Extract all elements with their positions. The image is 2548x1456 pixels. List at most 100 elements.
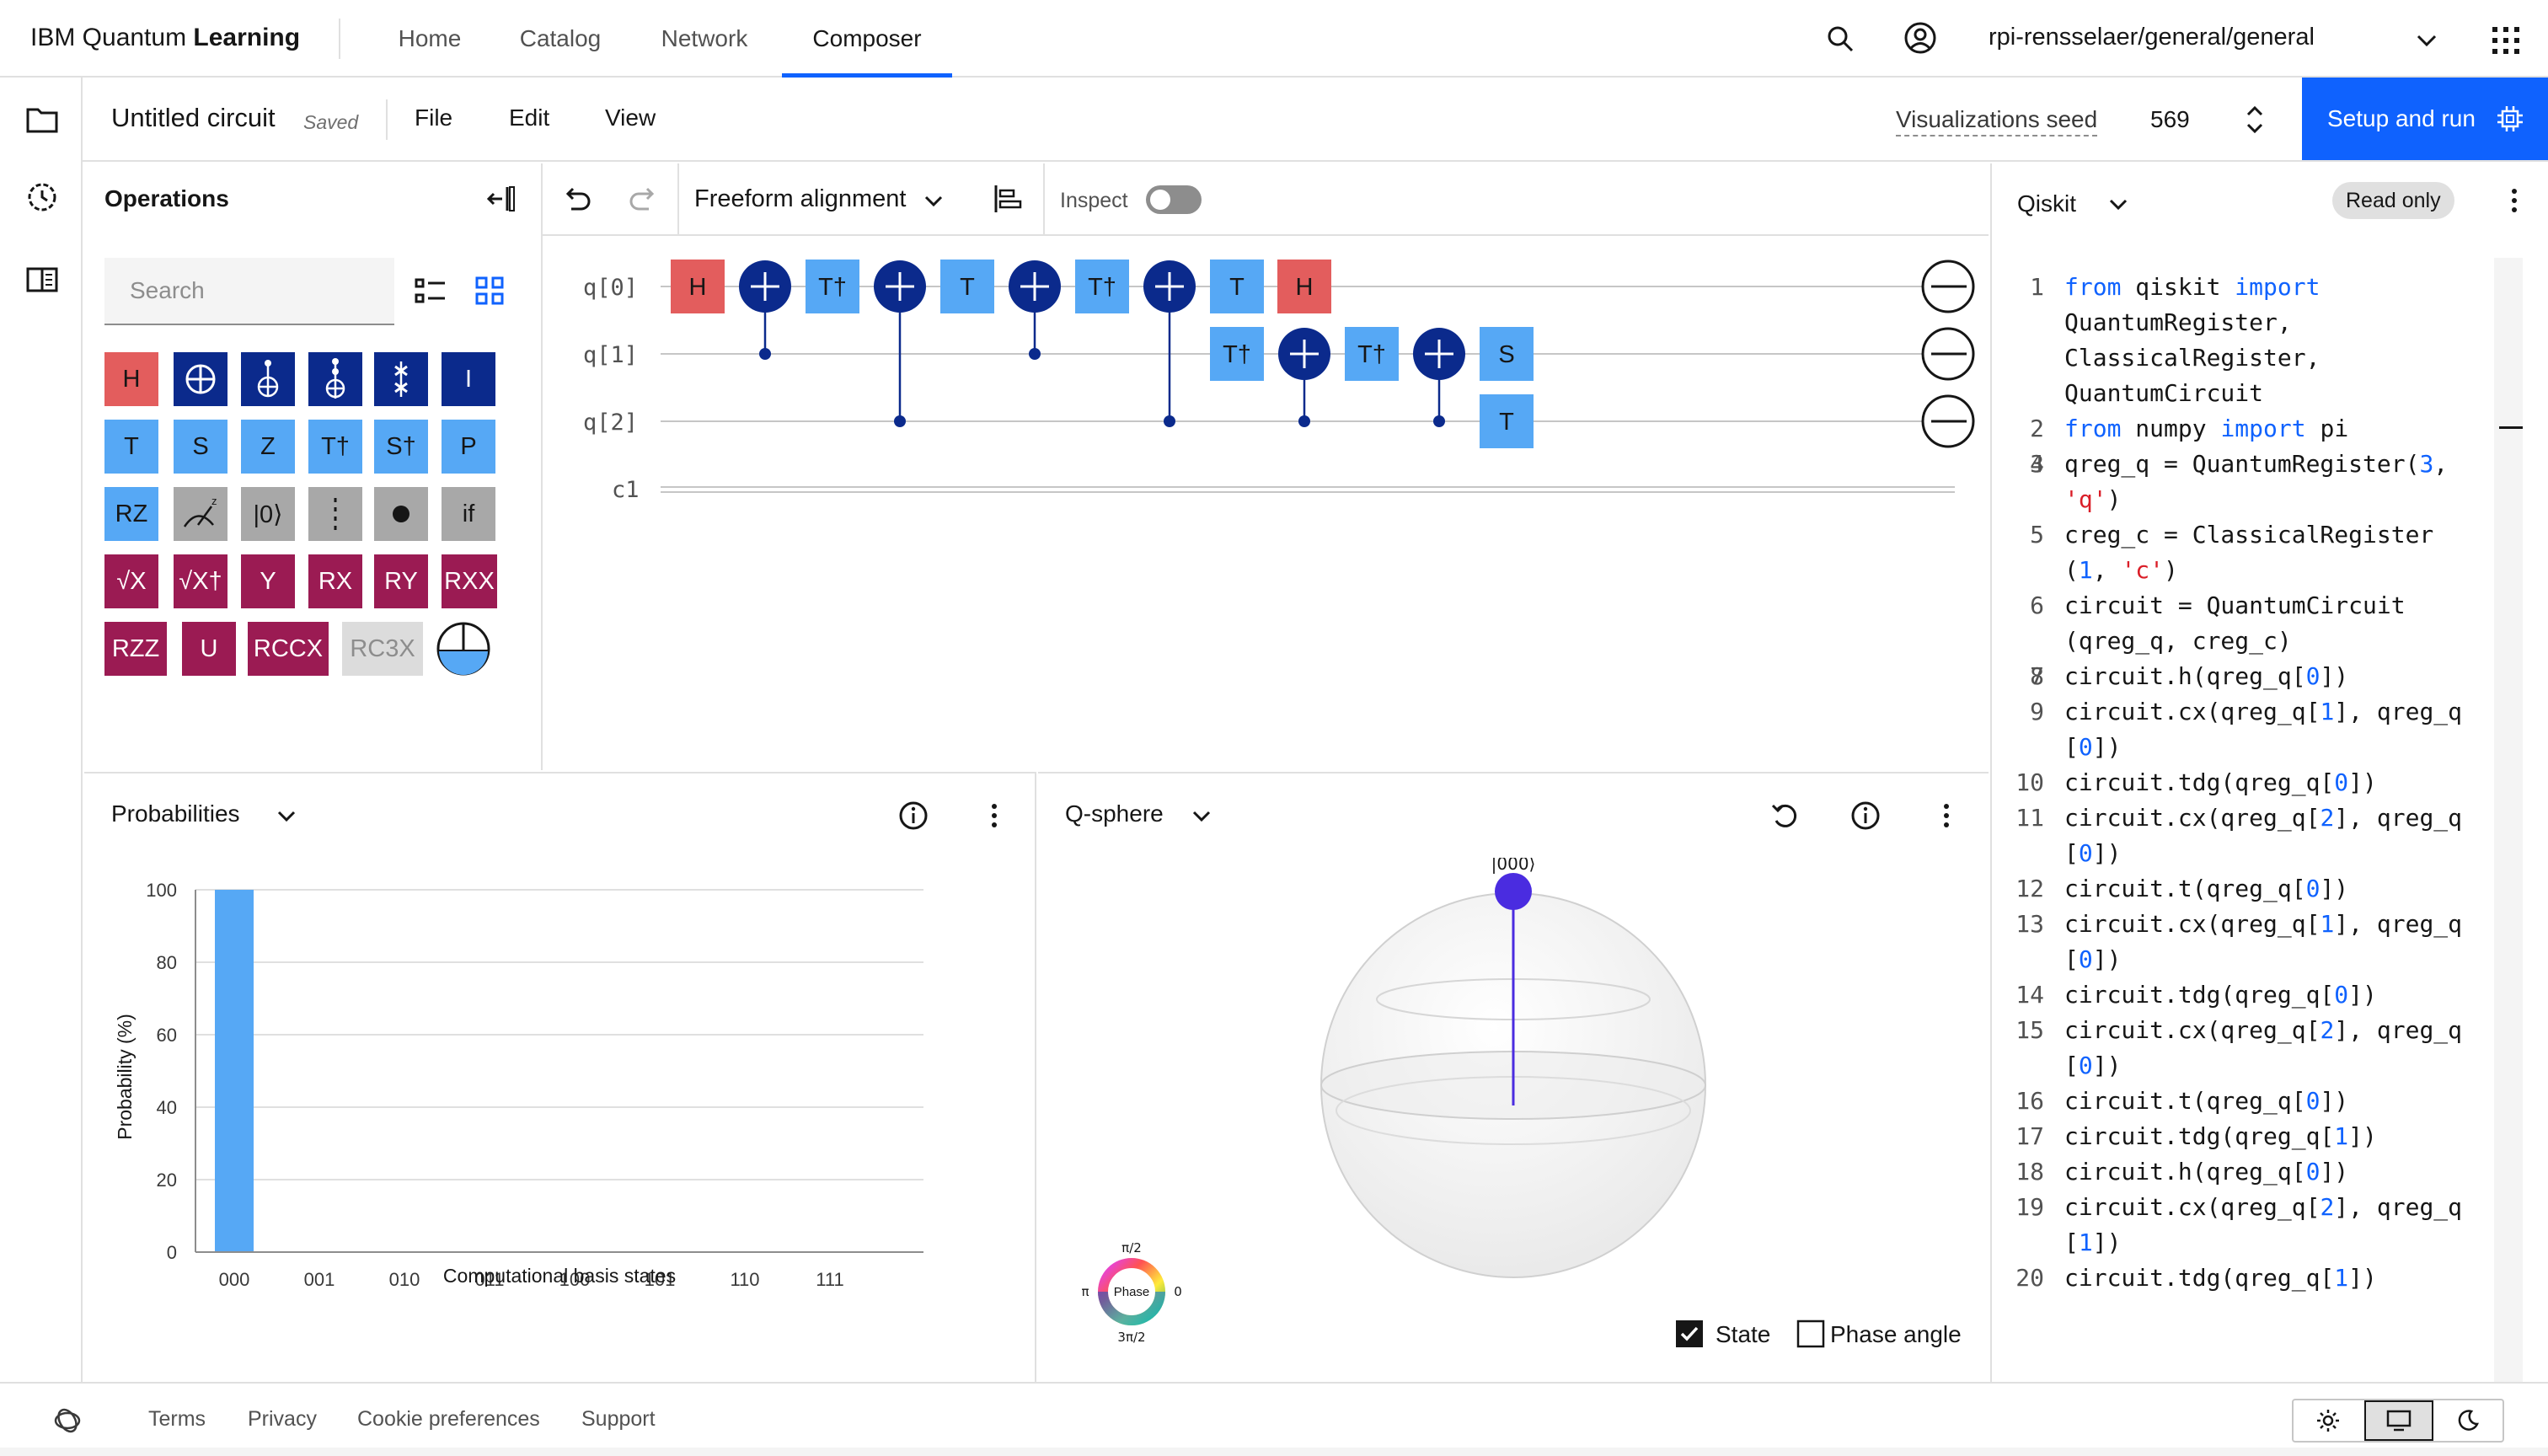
gate-rccx[interactable]: RCCX xyxy=(248,622,329,676)
theme-light-option[interactable] xyxy=(2294,1400,2363,1441)
gate-sx[interactable]: √X xyxy=(104,554,158,608)
menu-view[interactable]: View xyxy=(605,104,656,131)
state-checkbox-label[interactable]: State xyxy=(1716,1321,1771,1347)
cnot-target[interactable] xyxy=(874,260,926,313)
gate-u[interactable]: U xyxy=(182,622,236,676)
circuit-gate-h[interactable] xyxy=(671,260,725,313)
chevron-down-icon[interactable] xyxy=(2412,25,2442,56)
control-dot[interactable] xyxy=(1298,415,1310,427)
gate-barrier[interactable] xyxy=(308,487,362,541)
footer-cookie-link[interactable]: Cookie preferences xyxy=(357,1407,540,1431)
code-language-dropdown[interactable]: Qiskit xyxy=(2017,190,2076,217)
gate-sxdg[interactable]: √X† xyxy=(174,554,228,608)
circuit-gate-tdg[interactable] xyxy=(1075,260,1129,313)
nav-network[interactable]: Network xyxy=(661,25,748,51)
gate-rz[interactable]: RZ xyxy=(104,487,158,541)
gate-if[interactable]: if xyxy=(442,487,495,541)
gate-identity[interactable]: I xyxy=(442,352,495,406)
docs-icon[interactable] xyxy=(24,261,61,298)
user-avatar-icon[interactable] xyxy=(1903,20,1938,56)
seed-value[interactable]: 569 xyxy=(2150,106,2190,132)
theme-dark-option[interactable] xyxy=(2433,1400,2502,1441)
cnot-target[interactable] xyxy=(1278,328,1330,380)
overflow-menu-icon[interactable] xyxy=(1930,799,1963,832)
setup-and-run-button[interactable]: Setup and run xyxy=(2302,78,2548,160)
qsphere-visualization[interactable]: |000⟩ xyxy=(1038,858,1989,1296)
cnot-target[interactable] xyxy=(739,260,791,313)
history-icon[interactable] xyxy=(24,179,61,216)
list-view-icon[interactable] xyxy=(413,273,448,308)
code-scrollbar[interactable] xyxy=(2494,258,2523,1382)
gate-rx[interactable]: RX xyxy=(308,554,362,608)
circuit-gate-t[interactable] xyxy=(940,260,994,313)
circuit-gate-tdg[interactable] xyxy=(1210,327,1264,381)
cnot-target[interactable] xyxy=(1143,260,1196,313)
custom-state-gate-icon[interactable] xyxy=(435,620,492,677)
circuit-gate-tdg[interactable] xyxy=(806,260,859,313)
circuit-title[interactable]: Untitled circuit xyxy=(111,103,276,132)
folder-icon[interactable] xyxy=(24,101,61,138)
gate-rzz[interactable]: RZZ xyxy=(104,622,167,676)
gate-swap[interactable] xyxy=(374,352,428,406)
inspect-toggle[interactable] xyxy=(1146,185,1202,214)
gate-s[interactable]: S xyxy=(174,420,228,474)
menu-edit[interactable]: Edit xyxy=(509,104,550,131)
nav-composer[interactable]: Composer xyxy=(782,0,952,78)
visualizations-seed-label[interactable]: Visualizations seed xyxy=(1896,106,2098,136)
chevron-down-icon[interactable] xyxy=(1188,802,1215,829)
control-dot[interactable] xyxy=(1029,348,1041,360)
operations-search-input[interactable] xyxy=(104,258,394,325)
circuit-gate-tdg[interactable] xyxy=(1345,327,1399,381)
chevron-down-icon[interactable] xyxy=(273,802,300,829)
app-switcher-icon[interactable] xyxy=(2489,24,2523,57)
chevron-down-icon[interactable] xyxy=(2105,190,2132,217)
gate-control-modifier[interactable] xyxy=(374,487,428,541)
seed-stepper-icon[interactable] xyxy=(2240,98,2270,142)
circuit-gate-t[interactable] xyxy=(1210,260,1264,313)
gate-p[interactable]: P xyxy=(442,420,495,474)
menu-file[interactable]: File xyxy=(415,104,453,131)
phase-angle-checkbox-label[interactable]: Phase angle xyxy=(1830,1321,1962,1347)
info-icon[interactable] xyxy=(1849,799,1882,832)
overflow-menu-icon[interactable] xyxy=(2497,184,2531,217)
gate-h[interactable]: H xyxy=(104,352,158,406)
qsphere-title[interactable]: Q-sphere xyxy=(1065,800,1164,827)
gate-cnot[interactable] xyxy=(174,352,228,406)
reset-view-icon[interactable] xyxy=(1768,799,1801,832)
footer-support-link[interactable]: Support xyxy=(581,1407,656,1431)
gate-sdg[interactable]: S† xyxy=(374,420,428,474)
grid-view-icon[interactable] xyxy=(472,273,507,308)
gate-z[interactable]: Z xyxy=(241,420,295,474)
state-checkbox[interactable] xyxy=(1675,1320,1704,1348)
gate-y[interactable]: Y xyxy=(241,554,295,608)
bar-000[interactable] xyxy=(215,890,254,1252)
gate-reset[interactable]: |0⟩ xyxy=(241,487,295,541)
search-icon[interactable] xyxy=(1823,22,1857,56)
state-point-000[interactable] xyxy=(1495,873,1532,910)
code-editor[interactable]: 1 from qiskit import QuantumRegister, Class… xyxy=(1992,270,2523,1296)
nav-catalog[interactable]: Catalog xyxy=(519,25,602,51)
gate-measure[interactable]: z xyxy=(174,487,228,541)
cnot-target[interactable] xyxy=(1009,260,1061,313)
control-dot[interactable] xyxy=(1433,415,1445,427)
overflow-menu-icon[interactable] xyxy=(977,799,1011,832)
gate-toffoli[interactable] xyxy=(308,352,362,406)
info-icon[interactable] xyxy=(897,799,930,832)
circuit-gate-h[interactable] xyxy=(1277,260,1331,313)
alignment-dropdown[interactable]: Freeform alignment xyxy=(694,185,907,212)
project-selector[interactable]: rpi-rensselaer/general/general xyxy=(1989,24,2315,51)
gate-rxx[interactable]: RXX xyxy=(442,554,497,608)
redo-icon[interactable] xyxy=(627,182,661,216)
undo-icon[interactable] xyxy=(559,182,593,216)
footer-terms-link[interactable]: Terms xyxy=(148,1407,206,1431)
circuit-gate-s[interactable] xyxy=(1480,327,1534,381)
chevron-down-icon[interactable] xyxy=(920,187,947,214)
circuit-gate-t[interactable] xyxy=(1480,394,1534,448)
theme-system-option[interactable] xyxy=(2364,1400,2433,1441)
control-dot[interactable] xyxy=(894,415,906,427)
gate-cx-control[interactable] xyxy=(241,352,295,406)
control-dot[interactable] xyxy=(759,348,771,360)
gate-t[interactable]: T xyxy=(104,420,158,474)
cnot-target[interactable] xyxy=(1413,328,1465,380)
brand-logo[interactable]: IBM Quantum Learning xyxy=(30,24,300,52)
